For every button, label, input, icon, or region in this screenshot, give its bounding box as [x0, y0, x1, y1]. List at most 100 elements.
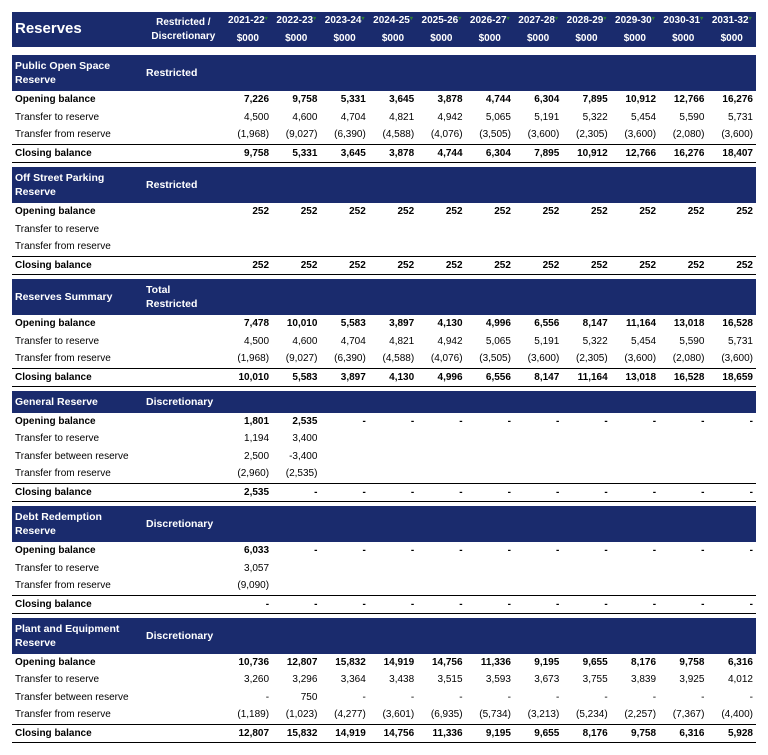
cell-value: -: [659, 689, 707, 707]
section-header: General ReserveDiscretionary: [12, 391, 756, 413]
cell-value: 252: [224, 256, 272, 275]
year-header: 2022-23▾: [272, 12, 320, 30]
section-empty: [611, 391, 659, 413]
section-empty: [272, 506, 320, 542]
cell-value: 4,821: [369, 333, 417, 351]
cell-value: 3,364: [320, 671, 368, 689]
cell-value: 6,304: [466, 144, 514, 163]
cell-value: -: [466, 689, 514, 707]
section-empty: [514, 167, 562, 203]
year-header: 2030-31▾: [659, 12, 707, 30]
cell-value: -: [707, 413, 756, 431]
section-empty: [514, 391, 562, 413]
cell-value: 5,331: [320, 91, 368, 109]
row-type-empty: [143, 689, 224, 707]
cell-value: 252: [320, 256, 368, 275]
cell-value: 9,195: [466, 724, 514, 743]
cell-value: [369, 430, 417, 448]
cell-value: [562, 448, 610, 466]
tick-icon: ▾: [410, 16, 413, 22]
row-label: Closing balance: [12, 483, 143, 502]
cell-value: 2,500: [224, 448, 272, 466]
cell-value: -3,400: [272, 448, 320, 466]
row-type-empty: [143, 542, 224, 560]
section-title: Public Open Space Reserve: [12, 55, 143, 91]
cell-value: (5,234): [562, 706, 610, 724]
cell-value: (3,505): [466, 350, 514, 368]
cell-value: 5,590: [659, 109, 707, 127]
data-row: Opening balance6,033----------: [12, 542, 756, 560]
cell-value: 252: [659, 256, 707, 275]
cell-value: [659, 448, 707, 466]
cell-value: -: [707, 689, 756, 707]
cell-value: [562, 238, 610, 256]
cell-value: [417, 448, 465, 466]
cell-value: 5,454: [611, 333, 659, 351]
cell-value: [562, 560, 610, 578]
cell-value: 5,454: [611, 109, 659, 127]
cell-value: -: [562, 689, 610, 707]
cell-value: -: [514, 483, 562, 502]
row-type-empty: [143, 671, 224, 689]
cell-value: 252: [514, 256, 562, 275]
section-empty: [224, 618, 272, 654]
cell-value: 252: [466, 256, 514, 275]
year-label: 2023-24: [325, 15, 362, 26]
data-row: Closing balance-----------: [12, 595, 756, 614]
cell-value: 16,276: [659, 144, 707, 163]
data-row: Opening balance7,47810,0105,5833,8974,13…: [12, 315, 756, 333]
section-header: Public Open Space ReserveRestricted: [12, 55, 756, 91]
cell-value: 3,057: [224, 560, 272, 578]
row-label: Transfer to reserve: [12, 671, 143, 689]
cell-value: -: [514, 542, 562, 560]
section-empty: [466, 167, 514, 203]
section-header: Debt Redemption ReserveDiscretionary: [12, 506, 756, 542]
year-header: 2021-22▾: [224, 12, 272, 30]
cell-value: (9,090): [224, 577, 272, 595]
section-empty: [224, 55, 272, 91]
row-type-empty: [143, 430, 224, 448]
cell-value: [514, 430, 562, 448]
cell-value: 16,276: [707, 91, 756, 109]
section-empty: [707, 506, 756, 542]
section-empty: [514, 506, 562, 542]
tick-icon: ▾: [652, 16, 655, 22]
cell-value: -: [272, 542, 320, 560]
data-row: Closing balance9,7585,3313,6453,8784,744…: [12, 144, 756, 163]
cell-value: -: [224, 689, 272, 707]
tick-icon: ▾: [555, 16, 558, 22]
cell-value: -: [417, 483, 465, 502]
cell-value: 12,807: [272, 654, 320, 672]
cell-value: 5,322: [562, 109, 610, 127]
row-type-empty: [143, 203, 224, 221]
cell-value: 4,942: [417, 333, 465, 351]
table-title: Reserves: [12, 12, 143, 47]
row-type-empty: [143, 333, 224, 351]
section-type: Discretionary: [143, 391, 224, 413]
cell-value: (6,390): [320, 350, 368, 368]
cell-value: 4,996: [417, 368, 465, 387]
year-header: 2025-26▾: [417, 12, 465, 30]
data-row: Opening balance1,8012,535---------: [12, 413, 756, 431]
cell-value: [466, 221, 514, 239]
cell-value: -: [417, 542, 465, 560]
section-empty: [320, 279, 368, 315]
cell-value: (6,935): [417, 706, 465, 724]
section-empty: [611, 618, 659, 654]
data-row: Transfer from reserve(1,968)(9,027)(6,39…: [12, 126, 756, 144]
row-type-empty: [143, 413, 224, 431]
cell-value: -: [611, 595, 659, 614]
section-empty: [272, 167, 320, 203]
cell-value: 252: [417, 203, 465, 221]
unit-label: $000: [224, 30, 272, 48]
section-empty: [320, 506, 368, 542]
cell-value: (4,588): [369, 350, 417, 368]
cell-value: 6,304: [514, 91, 562, 109]
unit-label: $000: [320, 30, 368, 48]
row-label: Closing balance: [12, 144, 143, 163]
cell-value: (3,505): [466, 126, 514, 144]
row-label: Opening balance: [12, 91, 143, 109]
cell-value: 252: [611, 256, 659, 275]
year-header: 2031-32▾: [707, 12, 756, 30]
data-row: Transfer to reserve: [12, 221, 756, 239]
